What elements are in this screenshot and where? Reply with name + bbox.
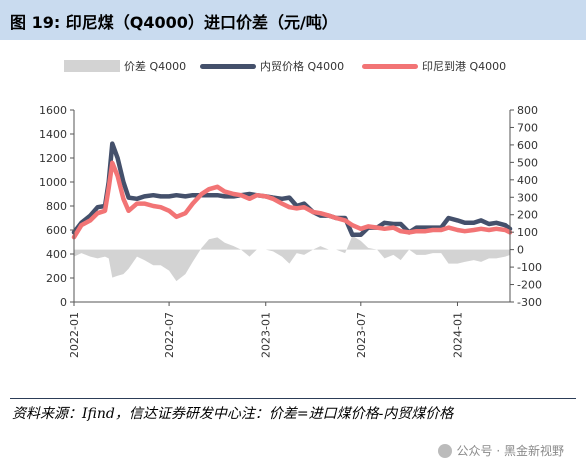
y-tick-label-left: 600: [46, 224, 67, 237]
y-tick-label-left: 800: [46, 200, 67, 213]
y-tick-label-left: 400: [46, 248, 67, 261]
x-tick-label: 2022-01: [68, 312, 81, 358]
y-tick-label-left: 1200: [39, 152, 67, 165]
wechat-icon: [437, 443, 452, 458]
y-tick-label-right: 300: [517, 191, 538, 204]
y-tick-label-right: -100: [517, 261, 542, 274]
y-tick-label-right: 800: [517, 104, 538, 117]
y-tick-label-left: 1400: [39, 128, 67, 141]
legend-item-import: 印尼到港 Q4000: [362, 58, 506, 74]
y-tick-label-left: 200: [46, 272, 67, 285]
legend-swatch-import: [362, 63, 418, 69]
source-note: 资料来源：Ifind，信达证券研发中心注：价差=进口煤价格-内贸煤价格: [12, 406, 454, 422]
y-tick-label-right: 500: [517, 156, 538, 169]
series-area-diff: [74, 235, 510, 282]
legend-label-import: 印尼到港 Q4000: [422, 60, 507, 73]
y-tick-label-left: 1600: [39, 104, 67, 117]
figure-title: 图 19: 印尼煤（Q4000）进口价差（元/吨）: [10, 13, 338, 32]
x-tick-label: 2022-07: [163, 312, 176, 358]
y-tick-label-right: -300: [517, 296, 542, 309]
x-tick-label: 2023-01: [260, 312, 273, 358]
legend-swatch-diff: [64, 60, 120, 72]
y-tick-label-right: 700: [517, 121, 538, 134]
y-tick-label-right: 200: [517, 209, 538, 222]
y-tick-label-right: 600: [517, 139, 538, 152]
x-tick-label: 2024-01: [451, 312, 464, 358]
watermark: 公众号 · 黑金新视野: [437, 442, 564, 459]
y-tick-label-right: -200: [517, 279, 542, 292]
legend-item-domestic: 内贸价格 Q4000: [200, 58, 344, 74]
series-line-import: [71, 160, 513, 240]
legend-item-diff: 价差 Q4000: [64, 58, 186, 74]
y-tick-label-right: 100: [517, 226, 538, 239]
x-tick-label: 2023-07: [355, 312, 368, 358]
legend-label-domestic: 内贸价格 Q4000: [260, 60, 345, 73]
y-tick-label-left: 0: [60, 296, 67, 309]
legend-label-diff: 价差 Q4000: [124, 60, 187, 73]
legend-swatch-domestic: [200, 63, 256, 69]
title-bar: 图 19: 印尼煤（Q4000）进口价差（元/吨）: [0, 0, 586, 40]
chart-area: 02004006008001000120014001600-300-200-10…: [39, 104, 542, 358]
watermark-text: 公众号 · 黑金新视野: [456, 444, 564, 458]
legend: 价差 Q4000 内贸价格 Q4000 印尼到港 Q4000: [0, 58, 586, 80]
series-line-domestic: [71, 141, 513, 238]
y-tick-label-left: 1000: [39, 176, 67, 189]
y-tick-label-right: 0: [517, 244, 524, 257]
y-tick-label-right: 400: [517, 174, 538, 187]
divider: [10, 398, 576, 399]
